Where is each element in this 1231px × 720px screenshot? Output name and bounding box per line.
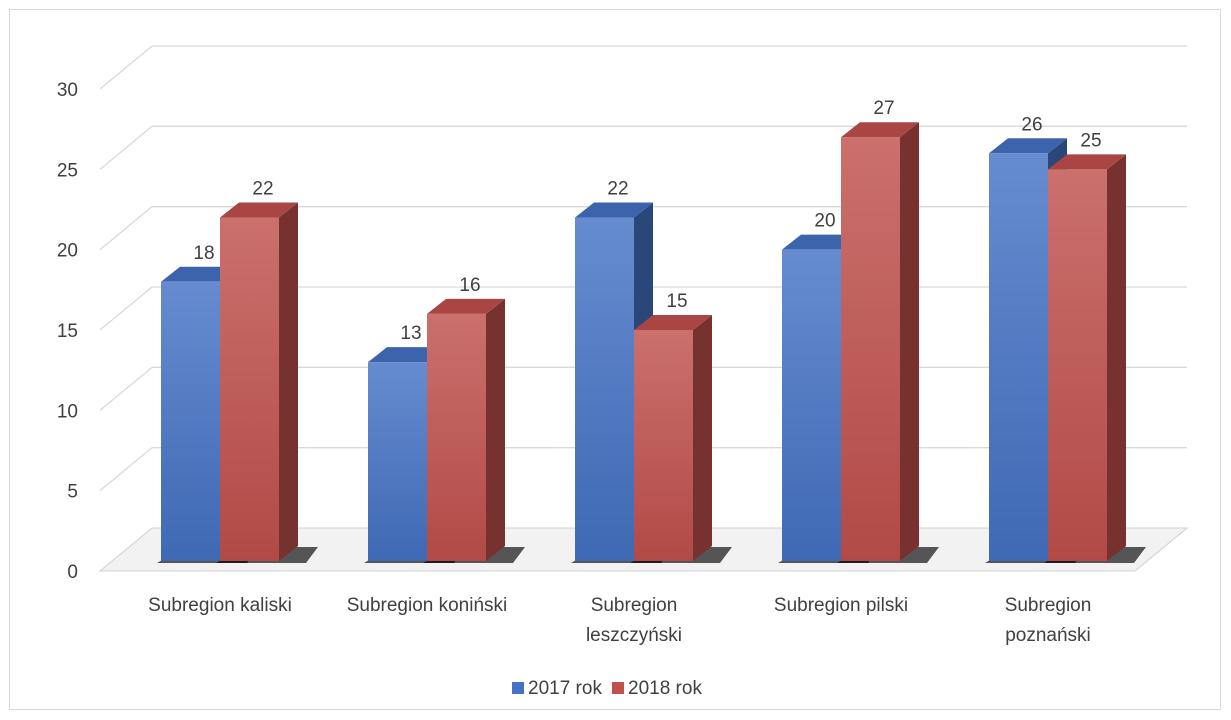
gridline-diagonal — [99, 286, 153, 331]
data-label: 26 — [1021, 114, 1042, 135]
legend-label: 2017 rok — [528, 678, 602, 699]
bar-side — [693, 315, 712, 561]
bar-top — [575, 202, 653, 218]
y-tick-label: 0 — [67, 562, 78, 583]
bar-top — [427, 298, 505, 314]
y-tick-label: 5 — [67, 482, 78, 503]
bar-2018-rok-2 — [630, 315, 732, 563]
bar-2018-rok-1 — [423, 298, 525, 563]
category-label: Subregion — [1005, 595, 1092, 616]
bar-front — [575, 217, 634, 562]
y-tick-label: 20 — [57, 241, 78, 262]
data-label: 18 — [193, 243, 214, 264]
gridline-diagonal — [99, 45, 153, 90]
legend-swatch — [512, 682, 524, 694]
data-label: 20 — [814, 211, 835, 232]
bar-front — [841, 137, 900, 561]
bar-front — [161, 281, 220, 561]
category-label: Subregion — [591, 595, 678, 616]
bar-front — [220, 217, 279, 562]
gridline-diagonal — [99, 125, 153, 170]
bar-top — [989, 138, 1067, 154]
legend-label: 2018 rok — [628, 678, 702, 699]
bar-top — [1048, 154, 1126, 170]
bar-top — [161, 266, 239, 282]
data-label: 27 — [873, 98, 894, 119]
bar-2018-rok-3 — [837, 122, 939, 563]
bar-side — [486, 298, 505, 561]
bar-top — [634, 315, 712, 330]
bar-top — [220, 202, 298, 218]
bar-2018-rok-4 — [1044, 154, 1146, 563]
gridline-diagonal — [99, 366, 153, 411]
gridline-diagonal — [99, 206, 153, 251]
bar-top — [782, 234, 860, 250]
y-axis-tick-labels: 0 5 10 15 20 25 30 — [57, 80, 78, 583]
bar-side — [1107, 154, 1126, 562]
bars — [157, 122, 1146, 563]
data-label: 22 — [607, 179, 628, 200]
data-label: 16 — [459, 275, 480, 296]
legend-swatch — [612, 682, 624, 694]
bar-2018-rok-0 — [216, 202, 318, 563]
x-axis-category-labels: Subregion kaliski Subregion koniński Subre… — [148, 595, 1091, 646]
bar-front — [989, 153, 1048, 561]
category-label: leszczyński — [586, 625, 682, 646]
bar-top — [841, 122, 919, 138]
bar-side — [900, 122, 919, 561]
y-tick-label: 30 — [57, 80, 78, 101]
data-label: 25 — [1080, 130, 1101, 151]
bar-front — [634, 330, 693, 561]
category-label: poznański — [1005, 625, 1091, 646]
bar-front — [782, 249, 841, 561]
data-label: 13 — [400, 323, 421, 344]
data-labels: 18 22 13 16 22 15 20 27 26 25 — [193, 98, 1101, 344]
category-label: Subregion pilski — [774, 595, 908, 616]
y-tick-label: 25 — [57, 160, 78, 181]
bar-top — [368, 347, 446, 363]
data-label: 22 — [252, 179, 273, 200]
data-label: 15 — [666, 291, 687, 312]
legend: 2017 rok 2018 rok — [512, 678, 702, 699]
bar-front — [427, 313, 486, 561]
category-label: Subregion kaliski — [148, 595, 292, 616]
bar-front — [368, 362, 427, 561]
bar-front — [1048, 169, 1107, 562]
category-label: Subregion koniński — [347, 595, 508, 616]
bar-side — [279, 202, 298, 562]
gridline-diagonal — [99, 447, 153, 492]
y-tick-label: 15 — [57, 321, 78, 342]
y-tick-label: 10 — [57, 401, 78, 422]
